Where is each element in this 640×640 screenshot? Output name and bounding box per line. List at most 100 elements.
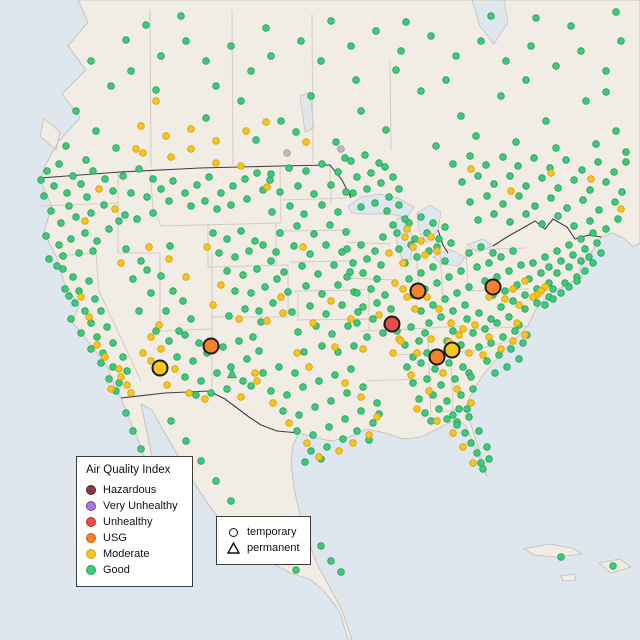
- monitor-dot-good[interactable]: [505, 267, 513, 275]
- monitor-dot-good[interactable]: [483, 357, 491, 365]
- monitor-dot-good[interactable]: [567, 22, 575, 30]
- monitor-dot-good[interactable]: [342, 228, 350, 236]
- monitor-dot-good[interactable]: [327, 17, 335, 25]
- monitor-dot-good[interactable]: [267, 52, 275, 60]
- monitor-dot-good[interactable]: [318, 201, 326, 209]
- monitor-dot-good[interactable]: [417, 269, 425, 277]
- monitor-dot-moderate[interactable]: [359, 345, 367, 353]
- monitor-dot-good[interactable]: [341, 415, 349, 423]
- monitor-dot-moderate[interactable]: [303, 439, 311, 447]
- monitor-dot-good[interactable]: [318, 342, 326, 350]
- monitor-dot-good[interactable]: [570, 222, 578, 230]
- monitor-dot-good[interactable]: [157, 52, 165, 60]
- monitor-dot-moderate[interactable]: [263, 317, 271, 325]
- monitor-dot-good[interactable]: [59, 265, 67, 273]
- monitor-dot-good[interactable]: [173, 353, 181, 361]
- monitor-dot-good[interactable]: [359, 383, 367, 391]
- monitor-dot-good[interactable]: [241, 175, 249, 183]
- monitor-dot-good[interactable]: [284, 288, 292, 296]
- monitor-dot-moderate[interactable]: [501, 295, 509, 303]
- monitor-dot-good[interactable]: [485, 455, 493, 463]
- monitor-dot-good[interactable]: [334, 168, 342, 176]
- monitor-dot-good[interactable]: [283, 391, 291, 399]
- monitor-dot-good[interactable]: [129, 275, 137, 283]
- monitor-dot-good[interactable]: [563, 204, 571, 212]
- monitor-dot-good[interactable]: [307, 447, 315, 455]
- monitor-dot-good[interactable]: [227, 497, 235, 505]
- monitor-dot-good[interactable]: [166, 242, 174, 250]
- monitor-dot-good[interactable]: [545, 263, 553, 271]
- monitor-dot-good[interactable]: [337, 568, 345, 576]
- monitor-dot-good[interactable]: [127, 189, 135, 197]
- monitor-dot-moderate[interactable]: [171, 365, 179, 373]
- monitor-dot-moderate[interactable]: [411, 305, 419, 313]
- monitor-dot-moderate[interactable]: [212, 159, 220, 167]
- monitor-dot-moderate[interactable]: [123, 381, 131, 389]
- monitor-dot-good[interactable]: [547, 194, 555, 202]
- monitor-dot-moderate[interactable]: [147, 357, 155, 365]
- monitor-dot-good[interactable]: [42, 232, 50, 240]
- monitor-dot-good[interactable]: [477, 37, 485, 45]
- monitor-dot-good[interactable]: [352, 76, 360, 84]
- monitor-dot-good[interactable]: [469, 329, 477, 337]
- monitor-dot-good[interactable]: [81, 229, 89, 237]
- monitor-dot-good[interactable]: [197, 457, 205, 465]
- monitor-dot-good[interactable]: [553, 269, 561, 277]
- monitor-dot-good[interactable]: [487, 315, 495, 323]
- monitor-dot-good[interactable]: [552, 62, 560, 70]
- monitor-dot-moderate[interactable]: [521, 277, 529, 285]
- monitor-dot-good[interactable]: [413, 253, 421, 261]
- monitor-dot-good[interactable]: [395, 201, 403, 209]
- monitor-dot-good[interactable]: [522, 210, 530, 218]
- monitor-dot-moderate[interactable]: [435, 305, 443, 313]
- monitor-dot-good[interactable]: [331, 371, 339, 379]
- monitor-dot-good[interactable]: [323, 443, 331, 451]
- monitor-dot-good[interactable]: [189, 357, 197, 365]
- monitor-dot-good[interactable]: [589, 259, 597, 267]
- monitor-dot-good[interactable]: [63, 189, 71, 197]
- monitor-dot-good[interactable]: [314, 270, 322, 278]
- monitor-dot-good[interactable]: [122, 409, 130, 417]
- monitor-dot-good[interactable]: [239, 271, 247, 279]
- monitor-dot-good[interactable]: [347, 157, 355, 165]
- monitor-dot-moderate[interactable]: [235, 315, 243, 323]
- monitor-dot-good[interactable]: [212, 477, 220, 485]
- monitor-dot-other[interactable]: [337, 145, 345, 153]
- monitor-dot-good[interactable]: [85, 277, 93, 285]
- monitor-dot-moderate[interactable]: [389, 349, 397, 357]
- monitor-dot-good[interactable]: [459, 363, 467, 371]
- monitor-dot-good[interactable]: [212, 82, 220, 90]
- monitor-dot-good[interactable]: [389, 221, 397, 229]
- monitor-dot-good[interactable]: [318, 160, 326, 168]
- monitor-dot-good[interactable]: [187, 202, 195, 210]
- monitor-dot-good[interactable]: [231, 287, 239, 295]
- monitor-dot-good[interactable]: [297, 37, 305, 45]
- monitor-dot-good[interactable]: [77, 329, 85, 337]
- monitor-dot-good[interactable]: [353, 427, 361, 435]
- monitor-dot-good[interactable]: [517, 261, 525, 269]
- monitor-dot-good[interactable]: [247, 67, 255, 75]
- monitor-dot-good[interactable]: [353, 289, 361, 297]
- monitor-dot-good[interactable]: [322, 241, 330, 249]
- monitor-dot-good[interactable]: [423, 375, 431, 383]
- monitor-dot-good[interactable]: [299, 383, 307, 391]
- monitor-dot-good[interactable]: [121, 211, 129, 219]
- monitor-dot-good[interactable]: [614, 215, 622, 223]
- monitor-dot-good[interactable]: [215, 249, 223, 257]
- monitor-dot-good[interactable]: [429, 301, 437, 309]
- monitor-dot-moderate[interactable]: [391, 279, 399, 287]
- monitor-dot-good[interactable]: [167, 417, 175, 425]
- monitor-dot-good[interactable]: [207, 389, 215, 397]
- monitor-dot-good[interactable]: [310, 190, 318, 198]
- monitor-dot-good[interactable]: [592, 140, 600, 148]
- monitor-dot-good[interactable]: [367, 285, 375, 293]
- monitor-dot-good[interactable]: [327, 181, 335, 189]
- monitor-dot-good[interactable]: [82, 156, 90, 164]
- monitor-dot-good[interactable]: [267, 387, 275, 395]
- monitor-dot-moderate[interactable]: [365, 431, 373, 439]
- monitor-dot-good[interactable]: [175, 327, 183, 335]
- monitor-dot-good[interactable]: [541, 253, 549, 261]
- monitor-dot-good[interactable]: [205, 173, 213, 181]
- monitor-dot-good[interactable]: [452, 52, 460, 60]
- monitor-dot-good[interactable]: [237, 97, 245, 105]
